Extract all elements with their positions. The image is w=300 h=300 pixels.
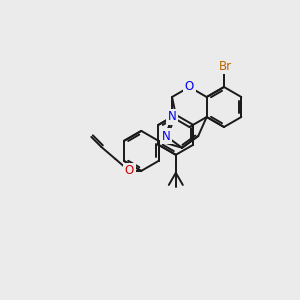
Text: Br: Br: [218, 59, 232, 73]
Text: N: N: [168, 110, 176, 124]
Text: N: N: [161, 130, 170, 142]
Text: O: O: [124, 164, 134, 177]
Text: O: O: [185, 80, 194, 94]
